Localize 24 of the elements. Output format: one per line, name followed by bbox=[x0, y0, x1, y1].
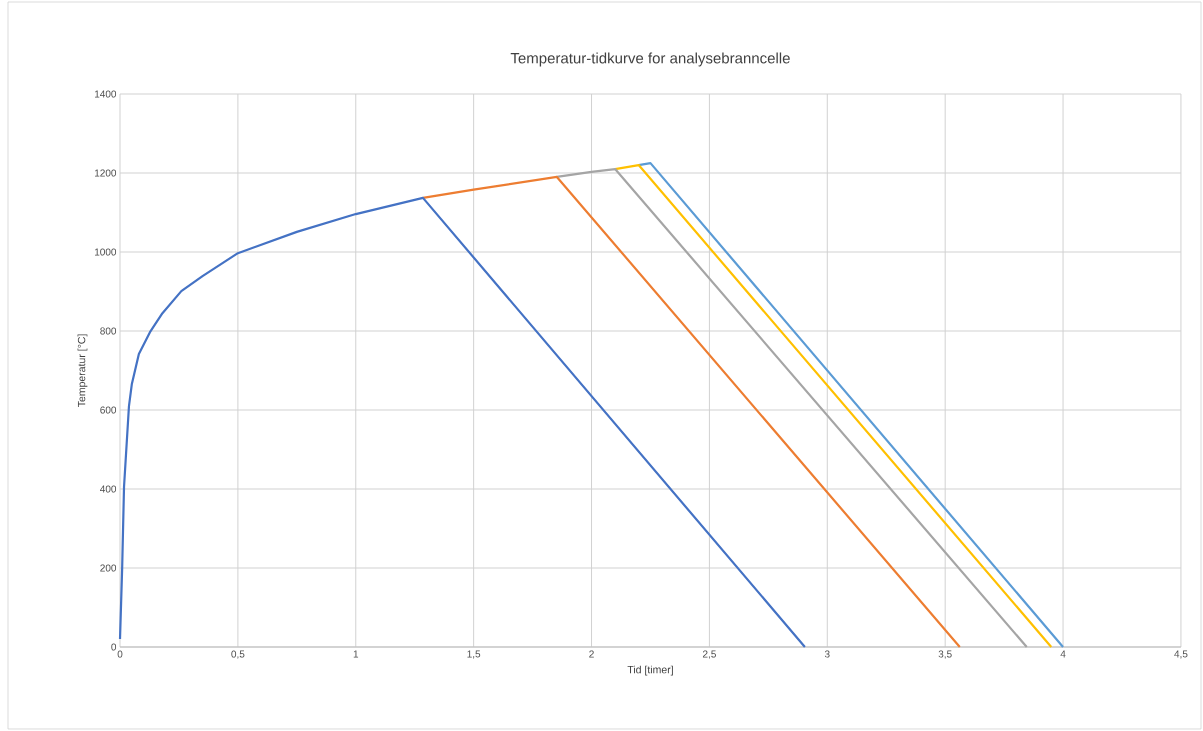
y-axis-title: Temperatur [°C] bbox=[77, 334, 88, 408]
x-tick-label: 1 bbox=[353, 650, 359, 658]
y-tick-label: 1200 bbox=[95, 169, 117, 177]
chart-title: Temperatur-tidkurve for analysebranncelle bbox=[510, 52, 790, 67]
y-tick-label: 800 bbox=[100, 327, 117, 335]
y-tick-label: 1400 bbox=[95, 90, 117, 98]
line-series bbox=[555, 167, 1028, 649]
y-tick-label: 1000 bbox=[95, 248, 117, 256]
x-tick-label: 2 bbox=[589, 650, 594, 658]
x-axis-title: Tid [timer] bbox=[627, 665, 673, 676]
x-tick-label: 2,5 bbox=[702, 650, 716, 659]
x-tick-label: 4,5 bbox=[1174, 650, 1188, 659]
line-series bbox=[118, 196, 806, 649]
y-tick-label: 600 bbox=[100, 406, 117, 414]
x-tick-label: 3 bbox=[824, 650, 830, 658]
y-tick-label: 200 bbox=[100, 564, 117, 572]
x-tick-label: 0 bbox=[117, 650, 123, 658]
x-tick-label: 0,5 bbox=[231, 650, 245, 659]
y-tick-label: 0 bbox=[111, 643, 117, 651]
x-tick-label: 1,5 bbox=[467, 650, 481, 659]
line-series bbox=[421, 175, 961, 649]
x-tick-label: 3,5 bbox=[938, 650, 952, 659]
y-tick-label: 400 bbox=[100, 485, 117, 493]
x-tick-label: 4 bbox=[1060, 650, 1066, 658]
